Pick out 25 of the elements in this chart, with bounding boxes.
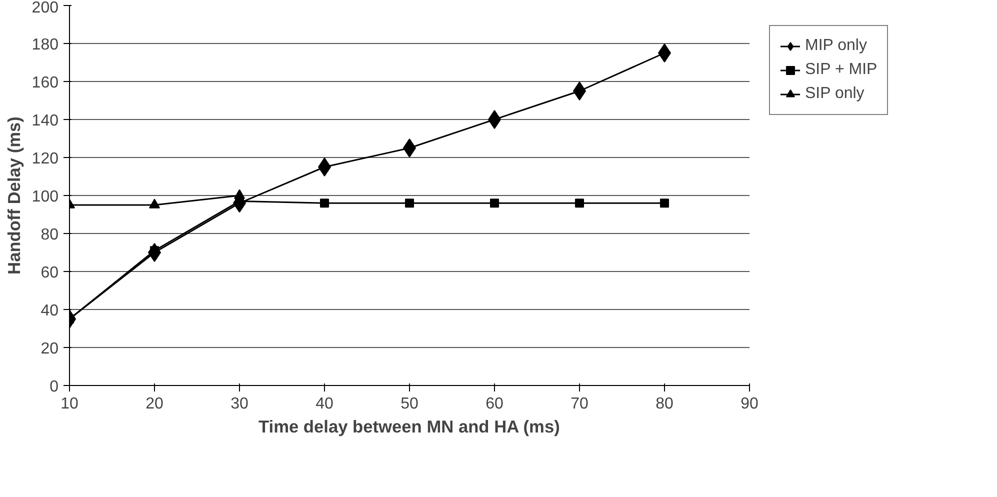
y-axis-title: Handoff Delay (ms) <box>4 116 24 274</box>
y-tick-label: 140 <box>32 112 59 130</box>
x-tick-label: 20 <box>146 396 164 412</box>
x-tick-label: 30 <box>230 396 248 412</box>
y-tick-label: 0 <box>50 378 59 396</box>
x-tick-label: 60 <box>486 396 504 412</box>
legend-label: MIP only <box>805 37 867 55</box>
legend-label: SIP + MIP <box>805 61 878 79</box>
y-tick-label: 20 <box>40 340 59 358</box>
x-tick-label: 50 <box>400 396 418 412</box>
x-tick-label: 10 <box>60 396 78 412</box>
y-tick-label: 160 <box>32 74 59 92</box>
x-tick-label: 40 <box>316 396 334 412</box>
y-tick-label: 120 <box>32 150 59 168</box>
x-axis-title: Time delay between MN and HA (ms) <box>258 416 560 436</box>
y-tick-label: 180 <box>32 36 59 54</box>
y-tick-label: 40 <box>40 302 59 320</box>
x-tick-label: 80 <box>656 396 674 412</box>
y-tick-label: 60 <box>40 264 59 282</box>
y-tick-label: 100 <box>32 188 59 206</box>
x-tick-label: 90 <box>740 396 758 412</box>
x-tick-label: 70 <box>570 396 588 412</box>
y-tick-label: 200 <box>32 0 59 16</box>
y-tick-label: 80 <box>40 226 59 244</box>
legend-label: SIP only <box>805 85 864 103</box>
